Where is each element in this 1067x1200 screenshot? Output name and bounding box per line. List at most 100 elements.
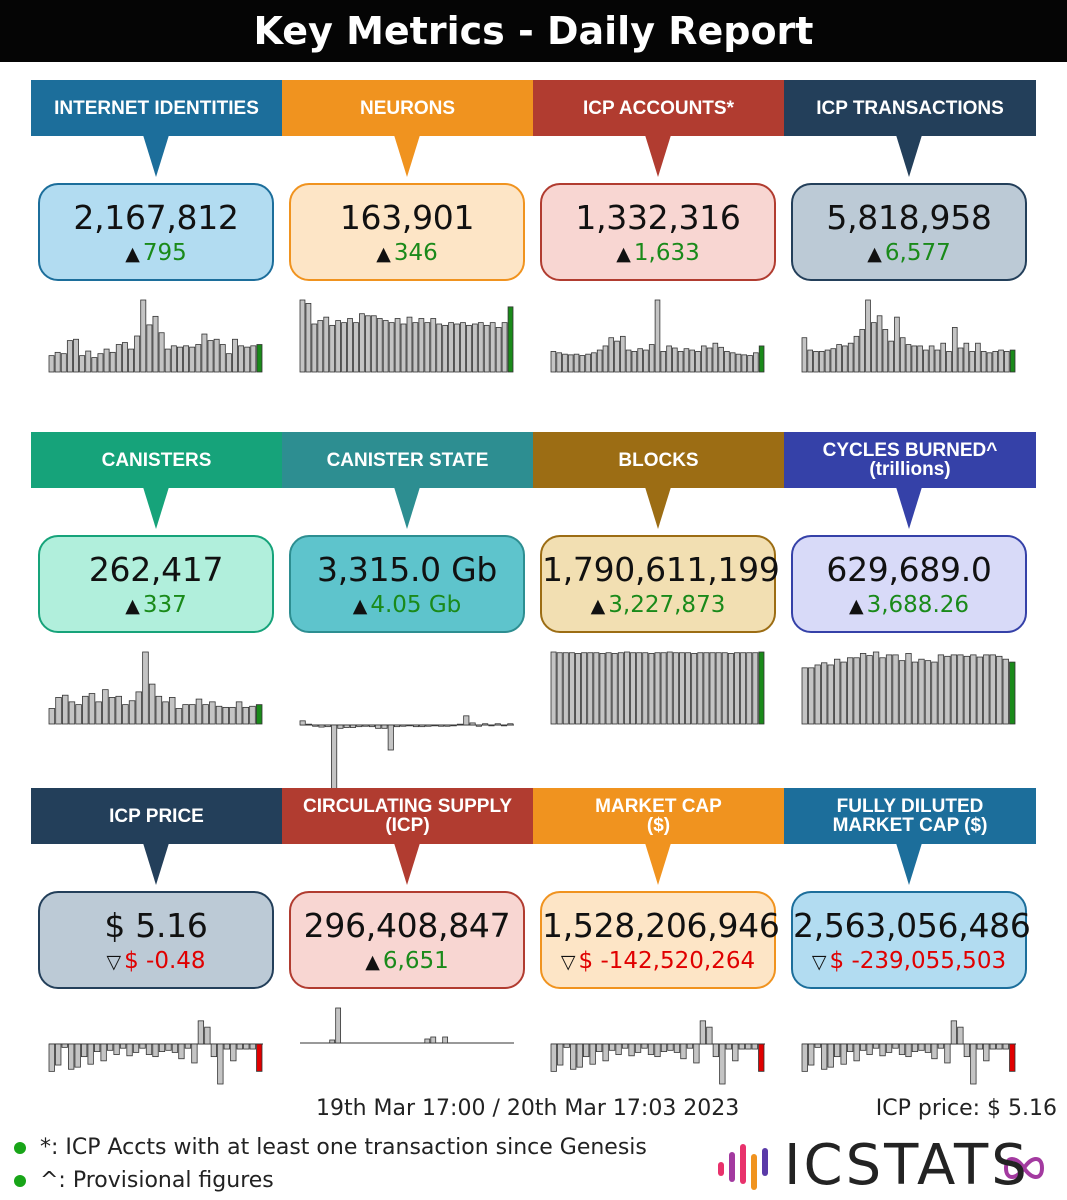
sparkline-bar	[176, 346, 183, 373]
sparkline-bar	[48, 1043, 55, 1072]
sparkline-bar	[145, 1043, 153, 1055]
sparkline-bar	[394, 724, 401, 728]
sparkline-bar	[699, 1020, 707, 1045]
sparkline-chart	[801, 651, 1016, 725]
sparkline-bar	[305, 723, 312, 726]
sparkline-bar	[444, 724, 451, 727]
sparkline-bar	[66, 340, 73, 373]
sparkline-bar	[595, 1043, 603, 1052]
sparkline-bar	[164, 348, 171, 373]
metric-banner: CIRCULATING SUPPLY (ICP)	[282, 788, 533, 844]
sparkline-bar	[840, 661, 847, 725]
metric-value-box: 296,408,847 ▲ 6,651	[289, 891, 525, 989]
sparkline-bar	[183, 345, 190, 373]
metric-change-value: 795	[142, 240, 187, 266]
sparkline-bar	[830, 348, 837, 373]
sparkline-bar	[209, 701, 216, 725]
metric-label: CANISTERS	[101, 449, 212, 471]
sparkline-bar	[628, 1043, 635, 1057]
sparkline-bar	[236, 1043, 243, 1050]
sparkline-bar	[928, 345, 935, 373]
sparkline-bar	[100, 1043, 107, 1062]
sparkline-bar	[894, 316, 900, 373]
sparkline-bar	[660, 1043, 668, 1052]
triangle-up-icon: ▲	[125, 243, 140, 265]
metric-banner: ICP ACCOUNTS*	[533, 80, 784, 136]
sparkline-bar	[940, 342, 946, 373]
sparkline-bar	[311, 323, 318, 373]
sparkline-bar	[450, 724, 457, 727]
sparkline-bar	[957, 1026, 964, 1045]
sparkline-bar	[585, 353, 591, 373]
sparkline-bar	[621, 1043, 629, 1049]
metric-change-value: $ -0.48	[124, 948, 206, 974]
sparkline-bar	[697, 652, 704, 725]
sparkline-bar	[729, 352, 736, 373]
sparkline-bar	[419, 724, 426, 728]
sparkline-bar	[923, 349, 929, 373]
sparkline-bar	[718, 346, 724, 373]
sparkline-bar	[734, 652, 740, 725]
sparkline-bar	[654, 299, 661, 373]
sparkline-bar	[808, 667, 815, 725]
sparkline-bar	[801, 337, 808, 373]
sparkline-chart	[550, 299, 765, 373]
sparkline-bar	[998, 349, 1004, 373]
sparkline-bar	[741, 354, 748, 373]
sparkline-bar	[575, 653, 581, 725]
metric-change-value: 3,688.26	[866, 592, 970, 618]
sparkline-bar	[430, 1036, 437, 1044]
sparkline-bar	[223, 1043, 230, 1050]
sparkline-bar	[706, 347, 713, 373]
metric-value-box: $ 5.16 ▽ $ -0.48	[38, 891, 274, 989]
sparkline-bar	[215, 705, 223, 725]
sparkline-bar	[347, 318, 353, 373]
sparkline-bar	[210, 1043, 217, 1058]
sparkline-bar	[244, 346, 251, 373]
metric-change: ▲ 795	[40, 239, 272, 268]
metric-sublabel: (trillions)	[869, 459, 951, 480]
sparkline-bar	[630, 652, 636, 725]
metric-change: ▽ $ -142,520,264	[542, 947, 774, 976]
sparkline-bar	[202, 704, 209, 725]
metric-change: ▲ 4.05 Gb	[291, 591, 523, 620]
sparkline-bar	[975, 342, 981, 373]
sparkline-bar	[460, 322, 466, 373]
sparkline-bar	[466, 324, 472, 373]
sparkline-bar	[349, 724, 357, 728]
sparkline-bar	[581, 652, 588, 725]
sparkline-bar	[299, 720, 306, 726]
sparkline-bar	[108, 697, 116, 725]
sparkline-bar	[469, 722, 476, 726]
sparkline-bar	[758, 1043, 765, 1072]
metric-change-value: 346	[393, 240, 438, 266]
sparkline-bar	[148, 683, 156, 725]
sparkline-bar	[685, 652, 692, 725]
metric-label: ICP ACCOUNTS*	[583, 97, 734, 119]
sparkline-bar	[495, 327, 502, 373]
sparkline-bar	[442, 324, 449, 373]
callout-pointer-icon	[143, 135, 169, 177]
sparkline-bar	[680, 1043, 687, 1060]
sparkline-bar	[970, 654, 977, 725]
sparkline-bar	[827, 1043, 834, 1068]
sparkline-chart	[550, 651, 765, 725]
sparkline-bar	[872, 651, 880, 725]
callout-pointer-icon	[394, 843, 420, 885]
sparkline-bar	[182, 704, 189, 725]
sparkline-bar	[243, 1043, 250, 1050]
sparkline-bar	[957, 347, 964, 373]
sparkline-bar	[963, 1043, 970, 1058]
sparkline-bar	[911, 345, 918, 373]
triangle-down-icon: ▽	[811, 951, 827, 973]
sparkline-bar	[859, 329, 866, 373]
metric-value-box: 2,167,812 ▲ 795	[38, 183, 274, 281]
sparkline-chart	[48, 651, 263, 725]
sparkline-bar	[115, 344, 122, 373]
sparkline-bar	[605, 652, 612, 725]
metric-label: MARKET CAP	[595, 796, 722, 817]
sparkline-bar	[139, 1043, 146, 1049]
sparkline-bar	[134, 335, 141, 373]
sparkline-bar	[899, 337, 906, 373]
sparkline-bar	[471, 323, 478, 373]
